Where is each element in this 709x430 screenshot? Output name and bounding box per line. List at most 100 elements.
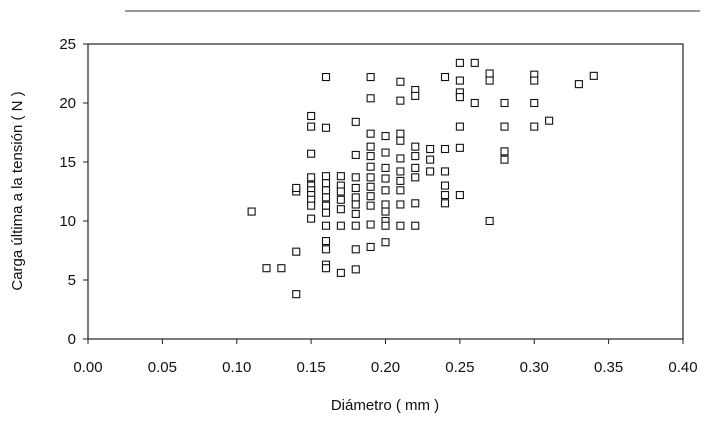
data-point <box>381 238 390 247</box>
data-point <box>366 72 375 82</box>
x-tick-label: 0.25 <box>445 359 474 376</box>
data-point <box>366 152 375 161</box>
data-point <box>440 72 450 82</box>
data-point <box>247 207 256 216</box>
data-point <box>262 264 271 273</box>
data-point <box>336 268 345 277</box>
data-point <box>351 117 360 126</box>
data-point <box>321 193 331 202</box>
data-point <box>396 154 405 163</box>
data-point <box>426 167 435 176</box>
data-point <box>351 245 360 254</box>
data-point <box>321 72 331 82</box>
x-tick-label: 0.30 <box>520 359 549 376</box>
y-tick-label: 5 <box>68 272 76 289</box>
data-point <box>366 142 375 151</box>
data-point <box>455 190 464 200</box>
data-point <box>366 201 375 210</box>
data-point <box>381 200 390 209</box>
data-points <box>247 58 598 299</box>
data-point <box>396 77 405 86</box>
data-point <box>366 192 375 201</box>
x-tick-label: 0.05 <box>148 359 177 376</box>
data-point <box>351 221 360 230</box>
x-axis-ticks: 0.00 0.05 0.10 0.15 0.20 0.25 0.30 0.35 0.40 <box>73 339 698 376</box>
data-point <box>381 163 390 172</box>
data-point <box>321 179 331 188</box>
data-point <box>336 187 345 196</box>
data-point <box>321 186 331 195</box>
data-point <box>470 58 479 67</box>
x-tick-label: 0.15 <box>297 359 326 376</box>
data-point <box>351 173 360 182</box>
data-point <box>500 122 509 131</box>
data-point <box>396 96 405 105</box>
data-point <box>440 144 450 154</box>
x-tick-label: 0.10 <box>222 359 251 376</box>
data-point <box>321 123 331 132</box>
y-axis-title: Carga última a la tensión ( N ) <box>9 91 26 290</box>
data-point <box>396 129 405 138</box>
data-point <box>321 264 331 273</box>
data-point <box>277 264 286 273</box>
data-point <box>321 201 331 210</box>
data-point <box>455 93 464 102</box>
y-tick-label: 10 <box>59 213 76 230</box>
data-point <box>411 152 420 161</box>
data-point <box>411 142 420 151</box>
data-point <box>440 199 450 208</box>
data-point <box>366 94 375 103</box>
data-point <box>366 182 375 191</box>
x-axis-title: Diámetro ( mm ) <box>331 397 439 414</box>
data-point <box>530 122 539 131</box>
y-tick-label: 15 <box>59 154 76 171</box>
y-tick-label: 0 <box>68 331 76 348</box>
data-point <box>426 155 435 164</box>
data-point <box>381 186 390 195</box>
data-point <box>381 131 390 141</box>
data-point <box>455 143 464 152</box>
data-point <box>292 183 301 193</box>
data-point <box>307 173 316 182</box>
data-point <box>336 221 345 230</box>
data-point <box>307 214 316 223</box>
data-point <box>351 200 360 209</box>
data-point <box>321 208 331 217</box>
data-point <box>574 80 583 89</box>
y-tick-label: 20 <box>59 95 76 112</box>
data-point <box>470 98 479 108</box>
data-point <box>366 129 375 138</box>
data-point <box>396 200 405 209</box>
data-point <box>440 167 450 176</box>
data-point <box>351 150 360 159</box>
data-point <box>411 199 420 208</box>
data-point <box>366 162 375 171</box>
data-point <box>485 216 494 226</box>
data-point <box>366 173 375 182</box>
data-point <box>530 98 539 108</box>
data-point <box>307 149 316 158</box>
data-point <box>307 122 316 131</box>
data-point <box>485 76 494 85</box>
x-tick-label: 0.20 <box>371 359 400 376</box>
data-point <box>396 221 405 230</box>
data-point <box>366 242 375 252</box>
data-point <box>307 201 316 210</box>
data-point <box>500 155 509 164</box>
data-point <box>381 221 390 230</box>
data-point <box>381 207 390 216</box>
data-point <box>426 144 435 154</box>
data-point <box>381 148 390 157</box>
data-point <box>292 290 301 299</box>
data-point <box>336 172 345 181</box>
data-point <box>411 221 420 230</box>
x-tick-label: 0.40 <box>668 359 697 376</box>
data-point <box>485 69 494 78</box>
data-point <box>530 76 539 85</box>
data-point <box>336 205 345 214</box>
data-point <box>455 122 464 131</box>
data-point <box>500 98 509 108</box>
x-tick-label: 0.35 <box>594 359 623 376</box>
data-point <box>351 265 360 274</box>
data-point <box>307 111 316 121</box>
